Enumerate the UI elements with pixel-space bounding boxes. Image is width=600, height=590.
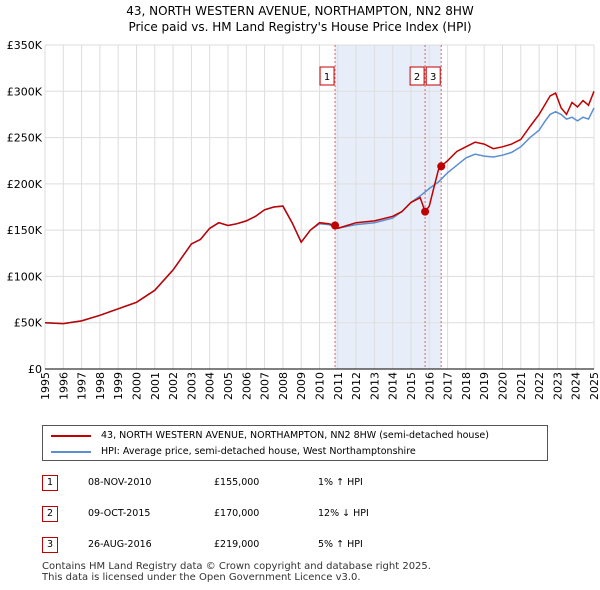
x-tick-label: 2019	[478, 372, 491, 400]
transaction-date: 08-NOV-2010	[88, 477, 152, 488]
x-tick-label: 2006	[240, 372, 253, 400]
x-tick-label: 2011	[332, 372, 345, 400]
y-tick-label: £50K	[14, 317, 43, 330]
x-tick-label: 2007	[259, 372, 272, 400]
x-tick-label: 2025	[588, 372, 600, 400]
sale-badge-label: 2	[414, 72, 420, 83]
x-tick-label: 2009	[295, 372, 308, 400]
transaction-date: 09-OCT-2015	[88, 508, 151, 519]
x-tick-label: 2004	[204, 372, 217, 400]
x-tick-label: 2018	[460, 372, 473, 400]
x-tick-label: 2001	[149, 372, 162, 400]
y-tick-label: £150K	[7, 224, 43, 237]
legend-swatch-price	[51, 434, 91, 437]
x-tick-label: 2023	[551, 372, 564, 400]
x-tick-label: 1997	[76, 372, 89, 400]
chart-title: 43, NORTH WESTERN AVENUE, NORTHAMPTON, N…	[126, 4, 474, 18]
x-tick-label: 1998	[94, 372, 107, 400]
sale-badge	[409, 66, 425, 86]
y-tick-label: £100K	[7, 270, 43, 283]
footer-copyright: Contains HM Land Registry data © Crown c…	[42, 561, 431, 572]
chart-subtitle: Price paid vs. HM Land Registry's House …	[128, 20, 472, 34]
x-tick-label: 2013	[368, 372, 381, 400]
y-tick-label: £250K	[7, 132, 43, 145]
x-tick-label: 2014	[387, 372, 400, 400]
transaction-price: £155,000	[214, 477, 260, 488]
x-tick-label: 2024	[570, 372, 583, 400]
x-tick-label: 2021	[515, 372, 528, 400]
series-group	[44, 91, 595, 325]
sale-badge	[425, 66, 441, 86]
transaction-badge: 2	[42, 506, 58, 522]
transaction-badge: 3	[42, 537, 58, 553]
legend: 43, NORTH WESTERN AVENUE, NORTHAMPTON, N…	[42, 425, 548, 461]
price-line	[44, 91, 595, 325]
y-tick-label: £0	[28, 363, 42, 376]
y-tick-label: £350K	[7, 39, 43, 52]
y-tick-label: £300K	[7, 85, 43, 98]
x-tick-label: 2010	[314, 372, 327, 400]
sale-point	[437, 162, 446, 171]
x-tick-label: 2008	[277, 372, 290, 400]
transaction-hpi: 12% ↓ HPI	[318, 508, 369, 519]
transaction-price: £219,000	[214, 539, 260, 550]
x-tick-label: 2015	[405, 372, 418, 400]
sale-badge	[319, 66, 335, 86]
x-tick-label: 2020	[497, 372, 510, 400]
x-tick-label: 1995	[39, 372, 52, 400]
x-tick-label: 2016	[423, 372, 436, 400]
axes: £0 £50K £100K £150K £200K £250K £300K £350K 1995…	[7, 39, 600, 400]
legend-label-price: 43, NORTH WESTERN AVENUE, NORTHAMPTON, N…	[101, 430, 489, 441]
transaction-hpi: 1% ↑ HPI	[318, 477, 363, 488]
sale-point	[331, 221, 340, 230]
sale-badge-label: 1	[324, 72, 330, 83]
legend-item-price: 43, NORTH WESTERN AVENUE, NORTHAMPTON, N…	[51, 428, 489, 444]
transaction-hpi: 5% ↑ HPI	[318, 539, 363, 550]
transaction-price: £170,000	[214, 508, 260, 519]
x-tick-label: 1996	[57, 372, 70, 400]
legend-swatch-hpi	[51, 450, 91, 453]
transaction-date: 26-AUG-2016	[88, 539, 152, 550]
x-tick-label: 2000	[131, 372, 144, 400]
price-chart: £0 £50K £100K £150K £200K £250K £300K £350K 1995…	[7, 39, 600, 400]
transaction-badge: 1	[42, 475, 58, 491]
x-tick-label: 2012	[350, 372, 363, 400]
footer-licence: This data is licensed under the Open Gov…	[42, 572, 361, 583]
legend-item-hpi: HPI: Average price, semi-detached house,…	[51, 444, 416, 460]
x-tick-label: 2005	[222, 372, 235, 400]
x-tick-label: 2002	[167, 372, 180, 400]
sale-badge-label: 3	[430, 72, 436, 83]
x-tick-label: 2022	[533, 372, 546, 400]
x-tick-label: 1999	[112, 372, 125, 400]
x-tick-label: 2017	[442, 372, 455, 400]
x-tick-label: 2003	[185, 372, 198, 400]
y-tick-label: £200K	[7, 178, 43, 191]
legend-label-hpi: HPI: Average price, semi-detached house,…	[101, 446, 416, 457]
sale-point	[421, 207, 430, 216]
